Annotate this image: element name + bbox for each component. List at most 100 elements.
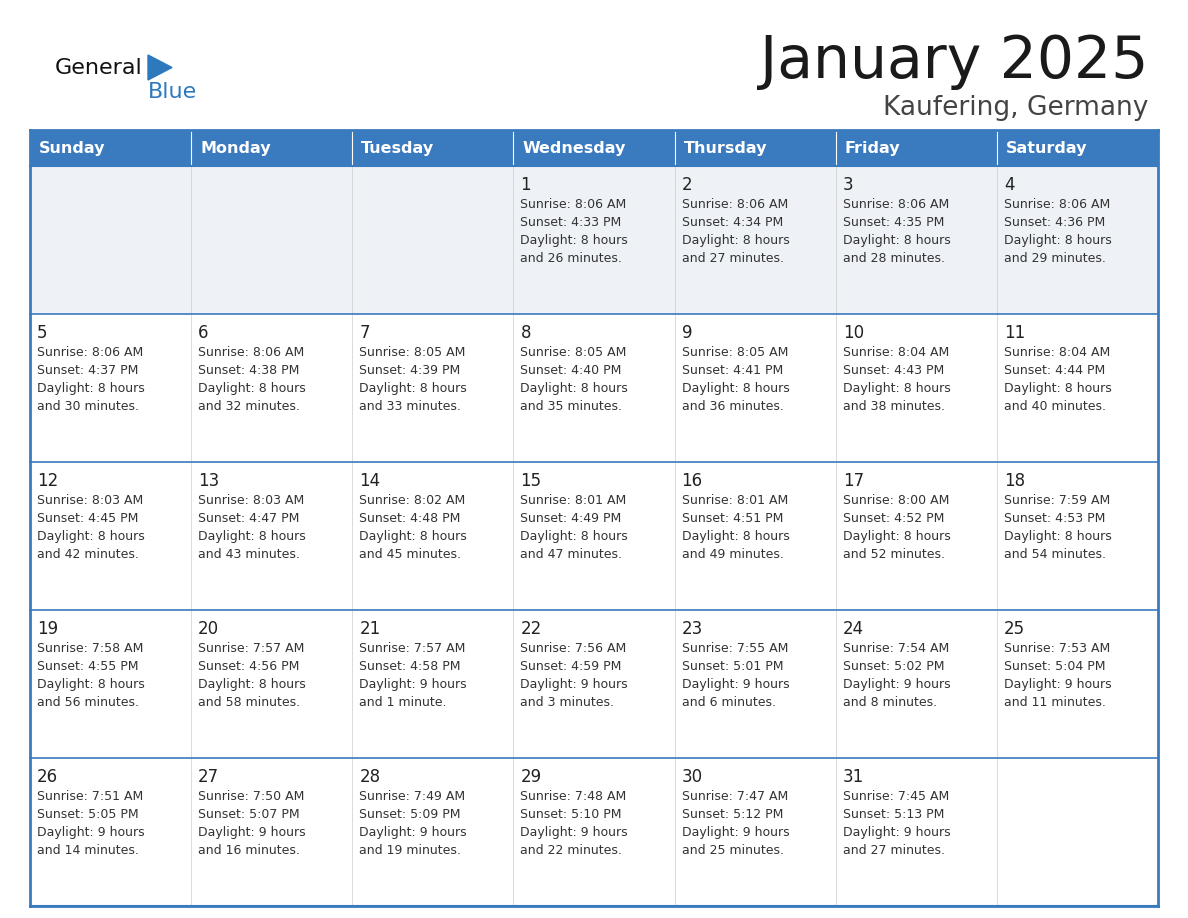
Text: Daylight: 8 hours: Daylight: 8 hours — [842, 382, 950, 395]
Bar — [30, 130, 1158, 166]
Text: Sunset: 4:39 PM: Sunset: 4:39 PM — [359, 364, 461, 377]
Text: and 56 minutes.: and 56 minutes. — [37, 696, 139, 709]
Text: and 27 minutes.: and 27 minutes. — [842, 844, 944, 857]
Text: Daylight: 8 hours: Daylight: 8 hours — [1004, 530, 1112, 543]
Text: Daylight: 8 hours: Daylight: 8 hours — [842, 530, 950, 543]
Text: 8: 8 — [520, 324, 531, 342]
Text: and 14 minutes.: and 14 minutes. — [37, 844, 139, 857]
Text: Sunrise: 8:06 AM: Sunrise: 8:06 AM — [842, 198, 949, 211]
Text: Sunset: 5:09 PM: Sunset: 5:09 PM — [359, 808, 461, 821]
Text: Daylight: 9 hours: Daylight: 9 hours — [842, 826, 950, 839]
Text: Sunrise: 7:47 AM: Sunrise: 7:47 AM — [682, 790, 788, 803]
Text: Sunrise: 7:48 AM: Sunrise: 7:48 AM — [520, 790, 627, 803]
Text: Sunset: 5:01 PM: Sunset: 5:01 PM — [682, 660, 783, 673]
Text: Sunrise: 8:05 AM: Sunrise: 8:05 AM — [520, 346, 627, 359]
Text: Daylight: 8 hours: Daylight: 8 hours — [682, 382, 789, 395]
Text: Daylight: 8 hours: Daylight: 8 hours — [520, 234, 628, 247]
Text: Daylight: 9 hours: Daylight: 9 hours — [520, 826, 628, 839]
Text: Sunday: Sunday — [39, 140, 106, 155]
Text: Daylight: 8 hours: Daylight: 8 hours — [520, 530, 628, 543]
Text: 12: 12 — [37, 472, 58, 490]
Text: and 38 minutes.: and 38 minutes. — [842, 400, 944, 413]
Text: Sunset: 4:38 PM: Sunset: 4:38 PM — [198, 364, 299, 377]
Text: Sunset: 5:02 PM: Sunset: 5:02 PM — [842, 660, 944, 673]
Text: 27: 27 — [198, 768, 220, 786]
Text: 25: 25 — [1004, 620, 1025, 638]
Text: and 35 minutes.: and 35 minutes. — [520, 400, 623, 413]
Text: Sunset: 4:52 PM: Sunset: 4:52 PM — [842, 512, 944, 525]
Text: Sunrise: 8:04 AM: Sunrise: 8:04 AM — [1004, 346, 1110, 359]
Text: Sunset: 4:43 PM: Sunset: 4:43 PM — [842, 364, 944, 377]
Text: and 47 minutes.: and 47 minutes. — [520, 548, 623, 561]
Text: Sunset: 4:41 PM: Sunset: 4:41 PM — [682, 364, 783, 377]
Text: 26: 26 — [37, 768, 58, 786]
Text: 2: 2 — [682, 176, 693, 194]
Text: and 36 minutes.: and 36 minutes. — [682, 400, 783, 413]
Text: Daylight: 8 hours: Daylight: 8 hours — [37, 530, 145, 543]
Text: and 43 minutes.: and 43 minutes. — [198, 548, 301, 561]
Text: Sunrise: 8:05 AM: Sunrise: 8:05 AM — [682, 346, 788, 359]
Text: 21: 21 — [359, 620, 380, 638]
Text: Sunset: 4:49 PM: Sunset: 4:49 PM — [520, 512, 621, 525]
Text: and 26 minutes.: and 26 minutes. — [520, 252, 623, 265]
Text: Sunrise: 7:49 AM: Sunrise: 7:49 AM — [359, 790, 466, 803]
Text: 14: 14 — [359, 472, 380, 490]
Text: Thursday: Thursday — [683, 140, 767, 155]
Text: and 49 minutes.: and 49 minutes. — [682, 548, 783, 561]
Text: Sunset: 4:45 PM: Sunset: 4:45 PM — [37, 512, 138, 525]
Text: 13: 13 — [198, 472, 220, 490]
Text: Daylight: 9 hours: Daylight: 9 hours — [198, 826, 305, 839]
Text: Daylight: 9 hours: Daylight: 9 hours — [682, 678, 789, 691]
Text: 23: 23 — [682, 620, 703, 638]
Text: 29: 29 — [520, 768, 542, 786]
Text: January 2025: January 2025 — [759, 33, 1148, 91]
Text: Daylight: 8 hours: Daylight: 8 hours — [1004, 382, 1112, 395]
Text: and 40 minutes.: and 40 minutes. — [1004, 400, 1106, 413]
Text: Sunset: 4:58 PM: Sunset: 4:58 PM — [359, 660, 461, 673]
Bar — [30, 314, 1158, 462]
Text: 3: 3 — [842, 176, 853, 194]
Text: 6: 6 — [198, 324, 209, 342]
Text: Daylight: 9 hours: Daylight: 9 hours — [520, 678, 628, 691]
Text: Kaufering, Germany: Kaufering, Germany — [883, 95, 1148, 121]
Text: Daylight: 8 hours: Daylight: 8 hours — [198, 678, 305, 691]
Text: Sunset: 4:48 PM: Sunset: 4:48 PM — [359, 512, 461, 525]
Text: Daylight: 9 hours: Daylight: 9 hours — [359, 826, 467, 839]
Text: Sunrise: 7:59 AM: Sunrise: 7:59 AM — [1004, 494, 1110, 507]
Text: Sunrise: 7:51 AM: Sunrise: 7:51 AM — [37, 790, 144, 803]
Text: Daylight: 8 hours: Daylight: 8 hours — [359, 530, 467, 543]
Text: Sunset: 4:35 PM: Sunset: 4:35 PM — [842, 216, 944, 229]
Text: and 33 minutes.: and 33 minutes. — [359, 400, 461, 413]
Text: and 19 minutes.: and 19 minutes. — [359, 844, 461, 857]
Text: Daylight: 8 hours: Daylight: 8 hours — [682, 234, 789, 247]
Text: Sunrise: 8:06 AM: Sunrise: 8:06 AM — [198, 346, 304, 359]
Text: 20: 20 — [198, 620, 220, 638]
Text: Sunrise: 7:55 AM: Sunrise: 7:55 AM — [682, 642, 788, 655]
Text: Daylight: 8 hours: Daylight: 8 hours — [1004, 234, 1112, 247]
Text: and 11 minutes.: and 11 minutes. — [1004, 696, 1106, 709]
Text: Sunrise: 8:05 AM: Sunrise: 8:05 AM — [359, 346, 466, 359]
Text: Sunset: 4:44 PM: Sunset: 4:44 PM — [1004, 364, 1105, 377]
Text: Daylight: 8 hours: Daylight: 8 hours — [37, 678, 145, 691]
Text: Sunrise: 7:57 AM: Sunrise: 7:57 AM — [198, 642, 304, 655]
Text: Sunrise: 8:00 AM: Sunrise: 8:00 AM — [842, 494, 949, 507]
Text: Sunrise: 7:45 AM: Sunrise: 7:45 AM — [842, 790, 949, 803]
Text: 30: 30 — [682, 768, 702, 786]
Text: Sunset: 4:59 PM: Sunset: 4:59 PM — [520, 660, 621, 673]
Text: and 29 minutes.: and 29 minutes. — [1004, 252, 1106, 265]
Text: Sunset: 4:34 PM: Sunset: 4:34 PM — [682, 216, 783, 229]
Text: Daylight: 9 hours: Daylight: 9 hours — [682, 826, 789, 839]
Text: Sunrise: 7:50 AM: Sunrise: 7:50 AM — [198, 790, 304, 803]
Text: Sunrise: 7:53 AM: Sunrise: 7:53 AM — [1004, 642, 1110, 655]
Text: Sunset: 5:04 PM: Sunset: 5:04 PM — [1004, 660, 1105, 673]
Text: Daylight: 8 hours: Daylight: 8 hours — [37, 382, 145, 395]
Text: Wednesday: Wednesday — [523, 140, 626, 155]
Text: 19: 19 — [37, 620, 58, 638]
Text: Blue: Blue — [148, 82, 197, 102]
Text: 1: 1 — [520, 176, 531, 194]
Text: Sunrise: 7:56 AM: Sunrise: 7:56 AM — [520, 642, 627, 655]
Text: Sunrise: 8:01 AM: Sunrise: 8:01 AM — [520, 494, 627, 507]
Text: and 42 minutes.: and 42 minutes. — [37, 548, 139, 561]
Text: 22: 22 — [520, 620, 542, 638]
Text: 5: 5 — [37, 324, 48, 342]
